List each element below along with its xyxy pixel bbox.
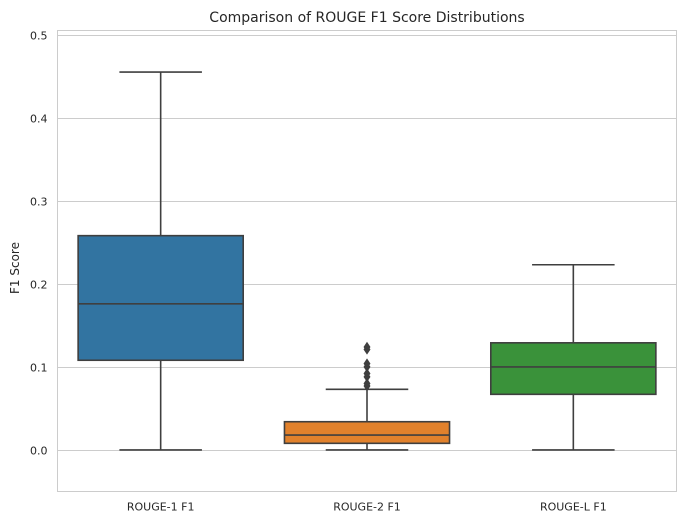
iqr-box	[77, 234, 244, 362]
x-tick-label: ROUGE-2 F1	[333, 501, 401, 514]
y-tick-labels: 0.0 0.1 0.2 0.3 0.4 0.5	[30, 30, 48, 458]
box-series	[77, 71, 657, 451]
y-tick-label: 0.1	[30, 362, 48, 375]
y-tick-label: 0.3	[30, 196, 48, 209]
outlier-point	[363, 368, 371, 379]
y-tick-label: 0.4	[30, 113, 48, 126]
x-tick-label: ROUGE-L F1	[540, 501, 607, 514]
y-tick-label: 0.2	[30, 279, 48, 292]
iqr-box	[489, 342, 657, 396]
x-tick-label: ROUGE-1 F1	[127, 501, 195, 514]
plot-frame	[57, 30, 677, 492]
box-group	[283, 341, 451, 451]
box-group	[489, 263, 657, 451]
chart-title: Comparison of ROUGE F1 Score Distributio…	[209, 10, 524, 26]
y-tick-label: 0.5	[30, 30, 48, 43]
iqr-box	[283, 420, 451, 445]
y-axis-title: F1 Score	[8, 242, 22, 294]
outlier-point	[363, 341, 371, 353]
y-tick-label: 0.0	[30, 445, 48, 458]
outlier-point	[363, 358, 371, 369]
outlier-point	[363, 378, 371, 389]
x-tick-labels: ROUGE-1 F1 ROUGE-2 F1 ROUGE-L F1	[127, 501, 607, 514]
box-group	[77, 71, 244, 451]
